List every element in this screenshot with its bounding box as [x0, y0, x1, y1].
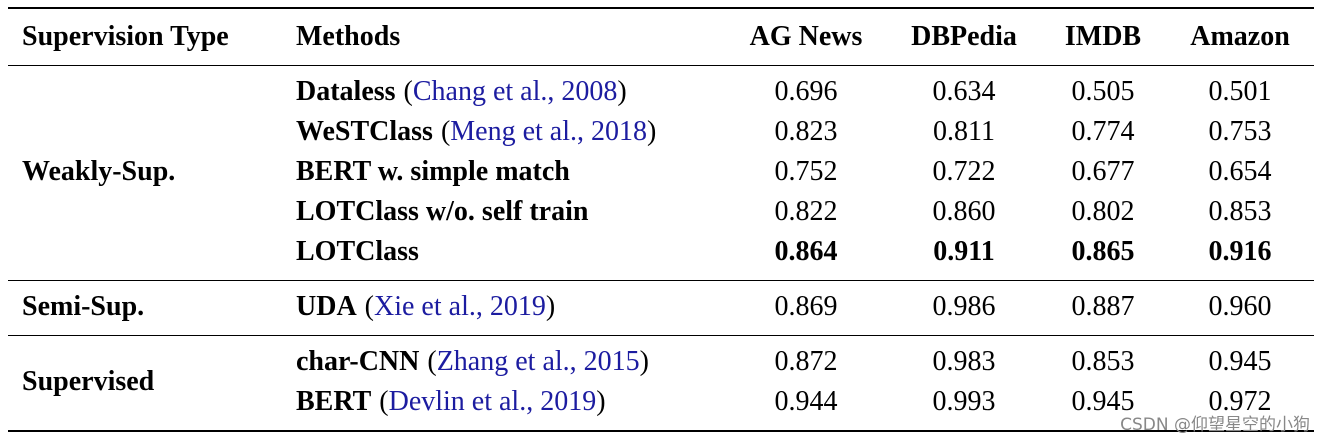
- method-cell: UDA (Xie et al., 2019): [296, 291, 555, 323]
- score: 0.752: [774, 156, 838, 187]
- method-name: BERT w. simple match: [296, 156, 570, 187]
- column-header: DBPedia: [911, 21, 1017, 52]
- score: 0.993: [932, 386, 996, 417]
- watermark: CSDN @仰望星空的小狗: [1120, 415, 1310, 435]
- score: 0.945: [1208, 346, 1272, 377]
- score: 0.865: [1071, 236, 1135, 267]
- method-name: WeSTClass: [296, 116, 433, 147]
- score: 0.505: [1071, 76, 1135, 107]
- table-rule: [8, 430, 1314, 432]
- score: 0.986: [932, 291, 996, 322]
- score: 0.972: [1208, 386, 1272, 417]
- citation-link: Chang et al., 2008: [412, 76, 618, 107]
- score: 0.501: [1208, 76, 1272, 107]
- score: 0.853: [1208, 196, 1272, 227]
- score: 0.887: [1071, 291, 1135, 322]
- citation: (Chang et al., 2008): [404, 76, 627, 107]
- method-cell: BERT (Devlin et al., 2019): [296, 386, 606, 418]
- score: 0.811: [933, 116, 995, 147]
- citation-paren: (: [364, 291, 374, 322]
- citation-link: Xie et al., 2019: [374, 291, 546, 322]
- citation-paren: (: [427, 346, 437, 377]
- method-name: LOTClass: [296, 236, 419, 267]
- supervision-type: Weakly-Sup.: [22, 156, 176, 187]
- citation-link: Meng et al., 2018: [450, 116, 648, 147]
- score: 0.753: [1208, 116, 1272, 147]
- method-name: LOTClass w/o. self train: [296, 196, 589, 227]
- score: 0.823: [774, 116, 838, 147]
- supervision-type: Supervised: [22, 366, 155, 397]
- score: 0.853: [1071, 346, 1135, 377]
- citation-paren: (: [403, 76, 413, 107]
- score: 0.945: [1071, 386, 1135, 417]
- citation-link: Zhang et al., 2015: [436, 346, 640, 377]
- table-rule: [8, 335, 1314, 336]
- table-rule: [8, 280, 1314, 281]
- citation: (Xie et al., 2019): [365, 291, 556, 322]
- score: 0.822: [774, 196, 838, 227]
- score: 0.916: [1208, 236, 1272, 267]
- column-header: Supervision Type: [22, 21, 229, 52]
- score: 0.802: [1071, 196, 1135, 227]
- score: 0.911: [933, 236, 995, 267]
- method-cell: char-CNN (Zhang et al., 2015): [296, 346, 649, 378]
- citation-paren: (: [440, 116, 451, 147]
- column-header: Amazon: [1190, 21, 1290, 52]
- citation-paren: ): [639, 346, 649, 377]
- citation: (Zhang et al., 2015): [427, 346, 649, 377]
- method-cell: BERT w. simple match: [296, 156, 570, 188]
- score: 0.983: [932, 346, 996, 377]
- score: 0.860: [932, 196, 996, 227]
- score: 0.654: [1208, 156, 1272, 187]
- score: 0.677: [1071, 156, 1135, 187]
- method-name: char-CNN: [296, 346, 420, 377]
- score: 0.944: [774, 386, 838, 417]
- score: 0.864: [774, 236, 838, 267]
- column-header: AG News: [749, 21, 863, 52]
- score: 0.722: [932, 156, 996, 187]
- table-rule: [8, 7, 1314, 9]
- method-cell: LOTClass: [296, 236, 419, 268]
- table-rule: [8, 65, 1314, 66]
- score: 0.696: [774, 76, 838, 107]
- citation: (Meng et al., 2018): [441, 116, 656, 147]
- score: 0.634: [932, 76, 996, 107]
- citation-paren: ): [596, 386, 606, 417]
- method-name: UDA: [296, 291, 357, 322]
- citation-paren: ): [545, 291, 556, 322]
- supervision-type: Semi-Sup.: [22, 291, 145, 322]
- column-header: Methods: [296, 21, 401, 52]
- score: 0.960: [1208, 291, 1272, 322]
- method-name: BERT: [296, 386, 372, 417]
- citation-link: Devlin et al., 2019: [388, 386, 597, 417]
- score: 0.869: [774, 291, 838, 322]
- column-header: IMDB: [1064, 21, 1142, 52]
- score: 0.872: [774, 346, 838, 377]
- method-name: Dataless: [296, 76, 396, 107]
- method-cell: WeSTClass (Meng et al., 2018): [296, 116, 656, 148]
- method-cell: LOTClass w/o. self train: [296, 196, 588, 228]
- citation-paren: ): [617, 76, 627, 107]
- citation-paren: ): [647, 116, 657, 147]
- score: 0.774: [1071, 116, 1135, 147]
- method-cell: Dataless (Chang et al., 2008): [296, 76, 627, 108]
- citation-paren: (: [379, 386, 389, 417]
- citation: (Devlin et al., 2019): [379, 386, 605, 417]
